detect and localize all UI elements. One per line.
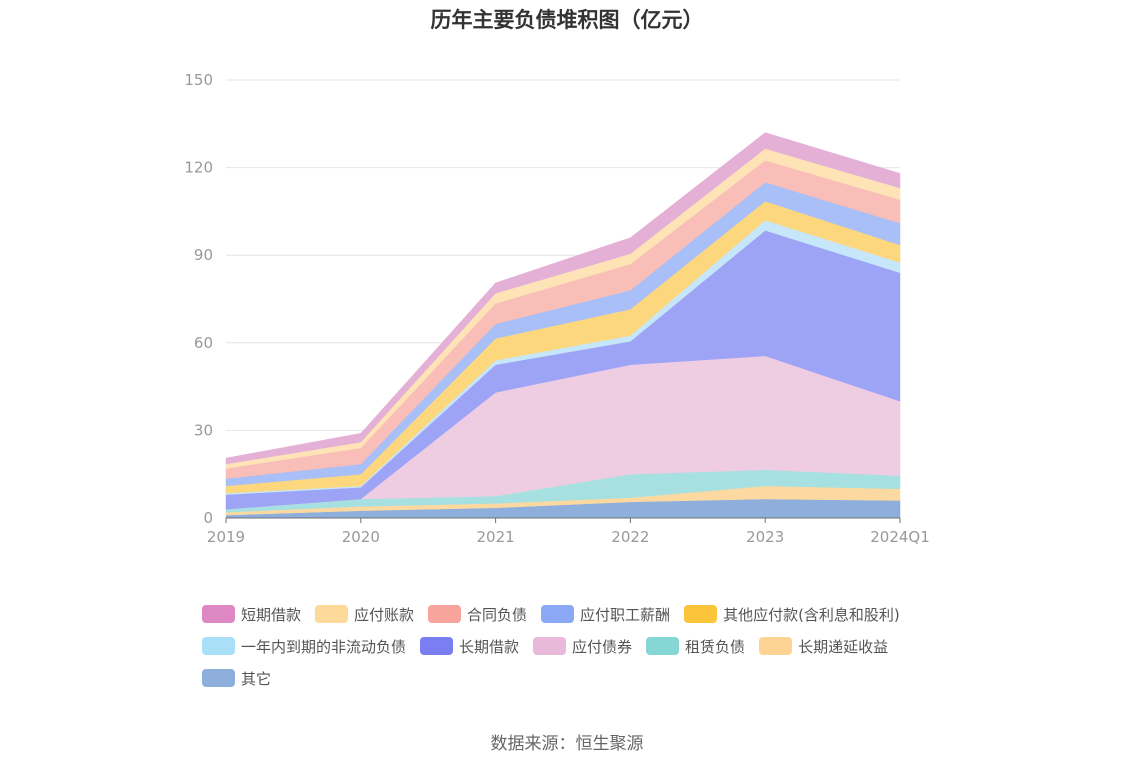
legend-label: 应付职工薪酬 (580, 605, 671, 624)
y-tick-label: 90 (194, 246, 213, 264)
legend-item[interactable]: 应付职工薪酬 (541, 604, 670, 625)
legend-item[interactable]: 应付债券 (533, 636, 632, 657)
legend-item[interactable]: 长期递延收益 (759, 636, 888, 657)
axes: 0 30 60 90 120 150 2019 2020 2021 2022 2023 2024Q1 (184, 71, 929, 546)
legend-label: 长期递延收益 (798, 637, 889, 656)
x-tick-label: 2021 (477, 528, 515, 546)
legend-label: 其它 (241, 669, 272, 688)
x-tick-label: 2020 (342, 528, 380, 546)
legend-item[interactable]: 短期借款 (202, 604, 301, 625)
legend-swatch (202, 669, 235, 687)
y-tick-label: 150 (184, 71, 213, 89)
y-tick-label: 30 (194, 421, 213, 439)
legend-row: 其它 (202, 662, 962, 694)
legend-item[interactable]: 其它 (202, 668, 271, 689)
legend-swatch (202, 637, 235, 655)
x-tick-label: 2019 (207, 528, 245, 546)
y-tick-label: 60 (194, 334, 213, 352)
legend-swatch (533, 637, 567, 655)
legend: 短期借款 应付账款 合同负债 应付职工薪酬 其他应付款(含利息和股利) 一年内到期的非流动… (202, 598, 962, 694)
legend-item[interactable]: 长期借款 (420, 636, 519, 657)
legend-label: 长期借款 (459, 637, 520, 656)
legend-label: 应付账款 (354, 605, 415, 624)
y-tick-label: 0 (203, 509, 213, 527)
x-tick-label: 2023 (746, 528, 784, 546)
legend-item[interactable]: 租赁负债 (646, 636, 745, 657)
legend-label: 一年内到期的非流动负债 (241, 637, 407, 656)
legend-swatch (646, 637, 680, 655)
y-tick-label: 120 (184, 159, 213, 177)
source-note: 数据来源：恒生聚源 (490, 734, 644, 754)
legend-item[interactable]: 一年内到期的非流动负债 (202, 636, 406, 657)
legend-swatch (202, 605, 235, 623)
legend-swatch (420, 637, 454, 655)
legend-swatch (428, 605, 462, 623)
x-tick-label: 2024Q1 (870, 528, 930, 546)
legend-row: 短期借款 应付账款 合同负债 应付职工薪酬 其他应付款(含利息和股利) (202, 598, 962, 630)
legend-swatch (315, 605, 349, 623)
legend-row: 一年内到期的非流动负债 长期借款 应付债券 租赁负债 长期递延收益 (202, 630, 962, 662)
legend-swatch (684, 605, 718, 623)
legend-label: 合同负债 (467, 605, 528, 624)
legend-swatch (541, 605, 575, 623)
legend-item[interactable]: 应付账款 (315, 604, 414, 625)
legend-label: 短期借款 (241, 605, 302, 624)
legend-item[interactable]: 合同负债 (428, 604, 527, 625)
chart-title: 历年主要负债堆积图（亿元） (430, 8, 704, 32)
legend-label: 应付债券 (572, 637, 633, 656)
area-series-10 (225, 132, 901, 465)
legend-item[interactable]: 其他应付款(含利息和股利) (684, 604, 900, 625)
x-tick-label: 2022 (611, 528, 649, 546)
area-series (225, 132, 901, 519)
legend-label: 租赁负债 (685, 637, 746, 656)
legend-label: 其他应付款(含利息和股利) (723, 605, 900, 624)
legend-swatch (759, 637, 793, 655)
